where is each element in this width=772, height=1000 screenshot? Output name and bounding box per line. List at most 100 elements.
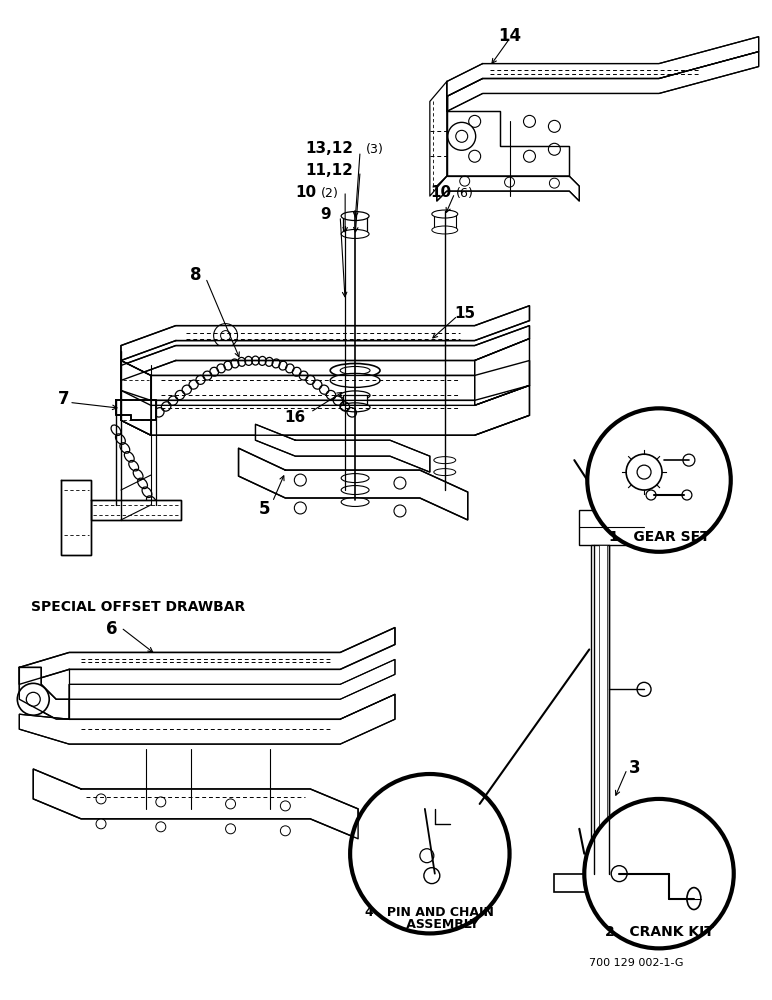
Text: ASSEMBLY: ASSEMBLY: [381, 918, 479, 931]
Text: 6: 6: [106, 620, 117, 638]
Ellipse shape: [341, 486, 369, 495]
Circle shape: [280, 801, 290, 811]
Text: 15: 15: [455, 306, 476, 321]
Text: 2   CRANK KIT: 2 CRANK KIT: [604, 925, 713, 939]
Polygon shape: [19, 694, 395, 744]
Bar: [579, 510, 644, 545]
Circle shape: [294, 502, 306, 514]
Ellipse shape: [341, 212, 369, 221]
Text: 13,12: 13,12: [305, 141, 354, 156]
Ellipse shape: [340, 366, 370, 374]
Circle shape: [225, 799, 235, 809]
Text: 10: 10: [296, 185, 317, 200]
Text: 1   GEAR SET: 1 GEAR SET: [608, 530, 709, 544]
Polygon shape: [447, 96, 569, 176]
Circle shape: [584, 799, 733, 948]
Text: $(3)$: $(3)$: [365, 141, 384, 156]
Polygon shape: [116, 400, 156, 420]
Bar: [344, 216, 367, 234]
Text: $(2)$: $(2)$: [320, 185, 339, 200]
Ellipse shape: [341, 498, 369, 506]
Circle shape: [156, 822, 166, 832]
Circle shape: [682, 490, 692, 500]
Bar: [599, 545, 608, 874]
Polygon shape: [121, 361, 530, 405]
Polygon shape: [121, 361, 151, 435]
Circle shape: [96, 794, 106, 804]
Ellipse shape: [341, 474, 369, 483]
Circle shape: [96, 819, 106, 829]
Text: SPECIAL OFFSET DRAWBAR: SPECIAL OFFSET DRAWBAR: [32, 600, 245, 614]
Ellipse shape: [330, 373, 380, 387]
Text: 9: 9: [320, 207, 331, 222]
Polygon shape: [447, 37, 759, 96]
Circle shape: [611, 866, 627, 882]
Ellipse shape: [340, 391, 370, 400]
Polygon shape: [91, 500, 181, 520]
Circle shape: [17, 683, 49, 715]
Ellipse shape: [434, 469, 455, 476]
Ellipse shape: [330, 363, 380, 377]
Circle shape: [626, 454, 662, 490]
Text: 3: 3: [629, 759, 641, 777]
Polygon shape: [475, 339, 530, 405]
Bar: [344, 395, 367, 407]
Polygon shape: [61, 480, 91, 555]
Circle shape: [548, 120, 560, 132]
Polygon shape: [121, 385, 530, 435]
Circle shape: [523, 115, 536, 127]
Circle shape: [26, 692, 40, 706]
Polygon shape: [437, 176, 579, 201]
Text: 700 129 002-1-G: 700 129 002-1-G: [589, 958, 684, 968]
Circle shape: [587, 408, 731, 552]
Circle shape: [646, 490, 656, 500]
Circle shape: [394, 477, 406, 489]
Text: 8: 8: [190, 266, 201, 284]
Polygon shape: [447, 52, 759, 111]
Circle shape: [156, 797, 166, 807]
Ellipse shape: [432, 210, 458, 218]
Circle shape: [637, 682, 651, 696]
Polygon shape: [69, 659, 395, 699]
Polygon shape: [19, 667, 69, 719]
Circle shape: [424, 868, 440, 884]
Circle shape: [225, 824, 235, 834]
Ellipse shape: [687, 888, 701, 910]
Circle shape: [469, 150, 481, 162]
Bar: [434, 214, 455, 230]
Text: $(6)$: $(6)$: [455, 185, 473, 200]
Polygon shape: [19, 628, 395, 684]
Polygon shape: [33, 769, 358, 839]
Circle shape: [548, 143, 560, 155]
Circle shape: [214, 324, 238, 348]
Circle shape: [221, 331, 231, 341]
Circle shape: [294, 474, 306, 486]
Text: 7: 7: [58, 390, 69, 408]
Text: 10: 10: [430, 185, 451, 200]
Circle shape: [469, 115, 481, 127]
Text: 5: 5: [259, 500, 270, 518]
Bar: [554, 874, 644, 892]
Ellipse shape: [434, 457, 455, 464]
Ellipse shape: [341, 229, 369, 238]
Text: 11,12: 11,12: [305, 163, 353, 178]
Polygon shape: [121, 326, 530, 380]
Circle shape: [350, 774, 510, 933]
Ellipse shape: [432, 226, 458, 234]
Polygon shape: [256, 424, 430, 472]
Circle shape: [550, 178, 560, 188]
Text: 14: 14: [498, 27, 521, 45]
Circle shape: [448, 122, 476, 150]
Circle shape: [505, 177, 514, 187]
Ellipse shape: [340, 403, 370, 412]
Text: 4   PIN AND CHAIN: 4 PIN AND CHAIN: [365, 906, 494, 919]
Text: 16: 16: [284, 410, 305, 425]
Polygon shape: [121, 306, 530, 361]
Circle shape: [394, 505, 406, 517]
Circle shape: [280, 826, 290, 836]
Circle shape: [683, 454, 695, 466]
Circle shape: [523, 150, 536, 162]
Circle shape: [460, 176, 469, 186]
Circle shape: [455, 130, 468, 142]
Polygon shape: [239, 448, 468, 520]
